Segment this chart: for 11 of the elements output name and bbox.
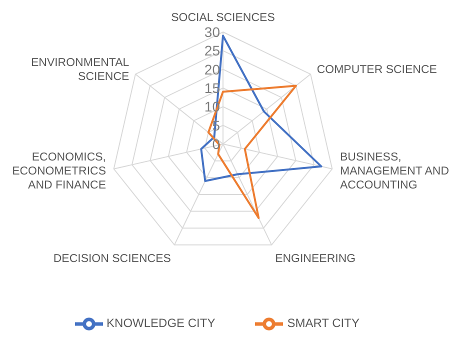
legend-label: KNOWLEDGE CITY bbox=[106, 316, 216, 330]
y-tick-label: 30 bbox=[204, 24, 220, 40]
spoke-label: ENVIRONMENTAL SCIENCE bbox=[30, 57, 130, 84]
spoke-label: ENGINEERING bbox=[275, 253, 356, 266]
spoke-label: DECISION SCIENCES bbox=[53, 253, 172, 266]
spoke-label: COMPUTER SCIENCE bbox=[316, 64, 438, 76]
spoke-label: BUSINESS, MANAGEMENT AND ACCOUNTING bbox=[340, 152, 450, 192]
spoke-label: ECONOMICS, ECONOMETRICS AND FINANCE bbox=[12, 152, 106, 192]
legend-label: SMART CITY bbox=[287, 316, 360, 330]
y-tick-label: 25 bbox=[204, 42, 220, 59]
spoke-label: SOCIAL SCIENCES bbox=[171, 12, 276, 24]
